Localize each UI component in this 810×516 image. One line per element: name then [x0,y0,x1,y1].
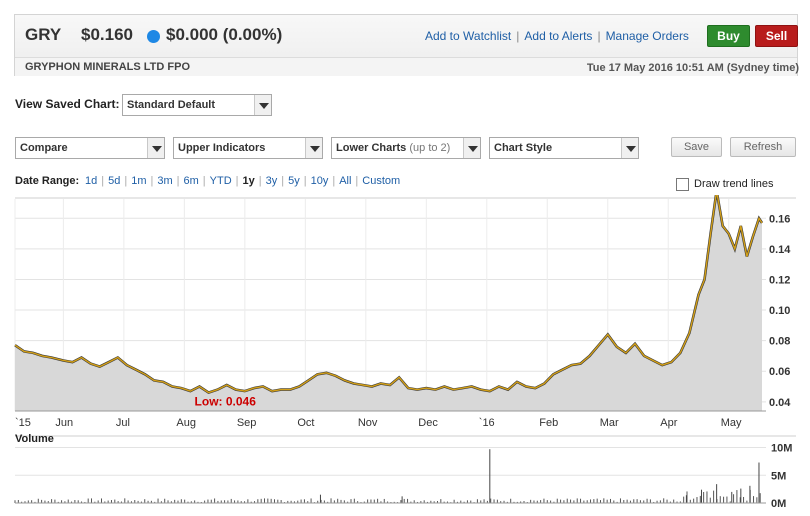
x-tick-label: Oct [297,417,314,429]
x-tick-label: Feb [539,417,558,429]
volume-tick-label: 10M [771,443,792,455]
y-tick-label: 0.04 [769,397,791,409]
ticker-symbol: GRY [25,25,62,44]
refresh-button[interactable]: Refresh [730,137,796,157]
range-option-6m[interactable]: 6m [183,175,199,187]
range-option-1d[interactable]: 1d [85,175,98,187]
range-option-5y[interactable]: 5y [288,175,300,187]
volume-tick-label: 5M [771,470,786,482]
compare-select[interactable]: Compare [15,137,165,159]
chevron-down-icon [463,138,480,158]
lower-charts-label: Lower Charts [336,142,407,154]
upper-indicators-label: Upper Indicators [178,142,266,154]
low-label: Low: 0.046 [195,395,257,409]
x-tick-label: Jun [55,417,73,429]
chart-style-label: Chart Style [494,142,553,154]
link-separator: | [597,29,601,43]
range-option-3m[interactable]: 3m [157,175,173,187]
y-tick-label: 0.06 [769,366,790,378]
x-tick-label: Jul [116,417,130,429]
upper-indicators-select[interactable]: Upper Indicators [173,137,323,159]
y-tick-label: 0.08 [769,336,790,348]
range-option-5d[interactable]: 5d [108,175,121,187]
range-separator: | [124,175,128,187]
add-to-alerts-link[interactable]: Add to Alerts [524,29,593,43]
save-button[interactable]: Save [671,137,722,157]
x-tick-label: Mar [600,417,619,429]
chevron-down-icon [254,95,271,115]
y-tick-label: 0.16 [769,213,790,225]
saved-chart-value: Standard Default [127,99,216,111]
chevron-down-icon [621,138,638,158]
range-option-all[interactable]: All [339,175,352,187]
chart-style-select[interactable]: Chart Style [489,137,639,159]
x-tick-label: Apr [660,417,677,429]
price-chart[interactable]: 0.16 0.14 0.12 0.10 0.08 0.06 0.04 `15 Jun Jul Aug… [0,195,810,516]
chevron-down-icon [305,138,322,158]
range-separator: | [355,175,359,187]
quote-datetime: Tue 17 May 2016 10:51 AM (Sydney time) [586,62,799,74]
trend-lines-checkbox[interactable] [676,178,689,191]
y-tick-label: 0.12 [769,274,790,286]
x-tick-label: `15 [15,417,31,429]
sell-button[interactable]: Sell [755,25,798,47]
lower-charts-select[interactable]: Lower Charts (up to 2) [331,137,481,159]
range-separator: | [332,175,336,187]
range-separator: | [101,175,105,187]
x-tick-label: Sep [237,417,257,429]
quote-header-top: GRY $0.160 $0.000 (0.00%) Add to Watchli… [15,15,798,57]
add-to-watchlist-link[interactable]: Add to Watchlist [425,29,512,43]
link-separator: | [516,29,520,43]
range-separator: | [150,175,154,187]
range-separator: | [303,175,307,187]
manage-orders-link[interactable]: Manage Orders [605,29,689,43]
range-option-1m[interactable]: 1m [131,175,147,187]
header-links: Add to Watchlist | Add to Alerts | Manage Or… [425,29,689,43]
volume-tick-label: 0M [771,498,786,510]
status-dot-icon [147,30,160,43]
x-tick-label: May [721,417,742,429]
range-separator: | [176,175,180,187]
range-option-3y[interactable]: 3y [265,175,278,187]
range-separator: | [235,175,239,187]
trend-lines-label: Draw trend lines [694,178,774,190]
x-tick-label: Dec [418,417,438,429]
buy-button[interactable]: Buy [707,25,750,47]
range-separator: | [202,175,206,187]
last-price: $0.160 [81,25,133,44]
price-change: $0.000 (0.00%) [166,25,283,44]
range-option-ytd[interactable]: YTD [209,175,232,187]
date-range-label: Date Range: [15,175,80,187]
x-tick-label: Nov [358,417,378,429]
range-separator: | [258,175,262,187]
quote-header-bottom: GRYPHON MINERALS LTD FPO Tue 17 May 2016… [15,57,799,76]
range-option-1y[interactable]: 1y [242,175,255,187]
range-option-custom[interactable]: Custom [362,175,401,187]
date-range-options: 1d | 5d | 1m | 3m | 6m | YTD | 1y | 3y | 5y | 10y | All | Cust… [85,175,400,187]
lower-charts-hint: (up to 2) [409,142,451,154]
saved-chart-label: View Saved Chart: [15,97,120,111]
compare-label: Compare [20,142,68,154]
range-separator: | [281,175,285,187]
company-name: GRYPHON MINERALS LTD FPO [25,61,190,73]
range-option-10y[interactable]: 10y [310,175,329,187]
chevron-down-icon [147,138,164,158]
volume-title: Volume [15,433,54,445]
y-tick-label: 0.10 [769,305,790,317]
quote-header: GRY $0.160 $0.000 (0.00%) Add to Watchli… [14,14,799,76]
saved-chart-select[interactable]: Standard Default [122,94,272,116]
price-line [14,195,763,394]
x-tick-label: `16 [479,417,495,429]
x-tick-label: Aug [176,417,196,429]
y-tick-label: 0.14 [769,244,791,256]
price-area [15,195,762,411]
